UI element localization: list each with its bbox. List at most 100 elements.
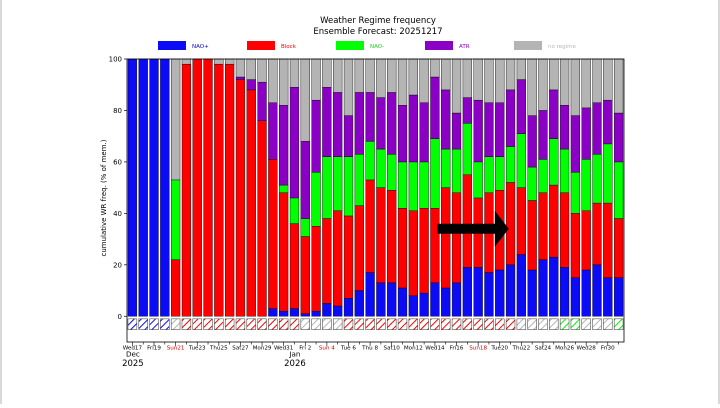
- bar-no_regime: [419, 58, 429, 103]
- bar-nao_minus: [505, 146, 516, 183]
- x-tick-label: Tue23: [188, 346, 206, 352]
- bar-no_regime: [603, 58, 613, 101]
- x-tick-label: Sun 4: [319, 346, 335, 352]
- bar-nao_plus: [505, 264, 516, 317]
- x-tick-label: Thu25: [209, 346, 228, 352]
- bar-no_regime: [559, 58, 570, 106]
- bar-block: [322, 218, 332, 304]
- bar-nao_plus: [603, 277, 613, 317]
- regime-marker-block: [430, 318, 440, 330]
- bar-nao_plus: [149, 58, 159, 317]
- year-label: 2025: [122, 359, 144, 369]
- bar-block: [246, 89, 256, 317]
- regime-marker-no_regime: [538, 318, 548, 330]
- bar-nao_plus: [138, 58, 148, 317]
- bar-no_regime: [581, 58, 591, 109]
- bar-nao_minus: [549, 138, 559, 186]
- bar-nao_plus: [473, 267, 483, 317]
- regime-marker-block: [419, 318, 429, 330]
- regime-marker-block: [495, 318, 505, 330]
- bar-atr: [430, 76, 440, 139]
- bar-atr: [516, 79, 526, 134]
- bar-block: [354, 205, 364, 291]
- x-tick-label: Mon12: [404, 346, 423, 352]
- bar-block: [376, 187, 386, 284]
- bar-nao_plus: [581, 269, 591, 317]
- bar-block: [603, 202, 613, 278]
- bar-no_regime: [311, 58, 321, 101]
- bar-nao_plus: [127, 58, 138, 317]
- bar-atr: [581, 107, 591, 160]
- bar-nao_minus: [613, 161, 624, 219]
- bar-nao_plus: [451, 282, 462, 317]
- bar-atr: [300, 141, 310, 219]
- bar-atr: [343, 115, 354, 157]
- bar-block: [235, 79, 246, 317]
- bar-atr: [408, 94, 418, 163]
- bar-block: [430, 208, 440, 284]
- bar-nao_minus: [516, 133, 526, 188]
- bar-atr: [354, 92, 364, 155]
- bar-nao_plus: [570, 277, 581, 317]
- regime-marker-nao_minus: [613, 318, 624, 330]
- year-label: 2026: [284, 359, 306, 369]
- bar-nao_plus: [484, 272, 494, 317]
- bar-atr: [268, 102, 278, 160]
- bar-block: [592, 202, 602, 266]
- bar-no_regime: [505, 58, 516, 91]
- regime-marker-block: [451, 318, 462, 330]
- bar-nao_minus: [451, 148, 462, 193]
- bar-nao_minus: [322, 156, 332, 219]
- bar-block: [570, 213, 581, 278]
- bar-nao_minus: [538, 159, 548, 193]
- regime-marker-block: [257, 318, 267, 330]
- bar-nao_plus: [354, 290, 364, 317]
- right-border: [718, 0, 720, 404]
- bar-block: [441, 187, 451, 289]
- bar-no_regime: [333, 58, 343, 93]
- regime-marker-block: [268, 318, 278, 330]
- x-tick-label: Tue20: [490, 346, 508, 352]
- bar-no_regime: [225, 58, 235, 65]
- y-tick-label: 0: [118, 313, 122, 321]
- bar-nao_minus: [430, 138, 440, 209]
- bar-nao_plus: [311, 310, 321, 317]
- bar-no_regime: [279, 58, 289, 106]
- bar-nao_minus: [387, 153, 397, 191]
- legend-label-nao_plus: NAO+: [192, 44, 209, 50]
- bar-nao_minus: [484, 156, 494, 193]
- regime-marker-no_regime: [516, 318, 527, 330]
- bar-no_regime: [538, 58, 548, 111]
- bar-nao_minus: [376, 148, 386, 188]
- bar-nao_plus: [279, 310, 289, 317]
- bar-nao_plus: [387, 282, 397, 317]
- bar-nao_minus: [333, 156, 343, 211]
- bar-atr: [289, 87, 300, 199]
- bar-atr: [462, 97, 472, 124]
- regime-marker-no_regime: [592, 318, 602, 330]
- bar-no_regime: [430, 58, 440, 78]
- x-tick-label: Sat27: [232, 346, 249, 352]
- bar-atr: [549, 89, 559, 139]
- bar-nao_plus: [549, 256, 559, 317]
- y-axis-label: cumulative WR freq. (% of mem.): [100, 139, 108, 256]
- bar-block: [613, 218, 624, 278]
- bar-no_regime: [613, 58, 624, 114]
- bar-atr: [473, 99, 483, 163]
- regime-marker-block: [365, 318, 375, 330]
- bar-nao_plus: [559, 267, 570, 317]
- bar-nao_minus: [170, 179, 181, 260]
- legend-swatch-block: [247, 41, 275, 50]
- bar-nao_minus: [397, 161, 408, 209]
- y-tick-label: 80: [113, 107, 122, 115]
- bar-nao_plus: [495, 269, 505, 317]
- bar-block: [333, 210, 343, 307]
- bar-atr: [559, 105, 570, 150]
- y-tick-label: 40: [113, 210, 122, 218]
- bar-no_regime: [441, 58, 451, 91]
- bar-nao_plus: [441, 287, 451, 317]
- bar-nao_plus: [613, 277, 624, 317]
- regime-marker-no_regime: [322, 318, 332, 330]
- bar-block: [192, 58, 202, 317]
- bar-nao_minus: [408, 161, 418, 211]
